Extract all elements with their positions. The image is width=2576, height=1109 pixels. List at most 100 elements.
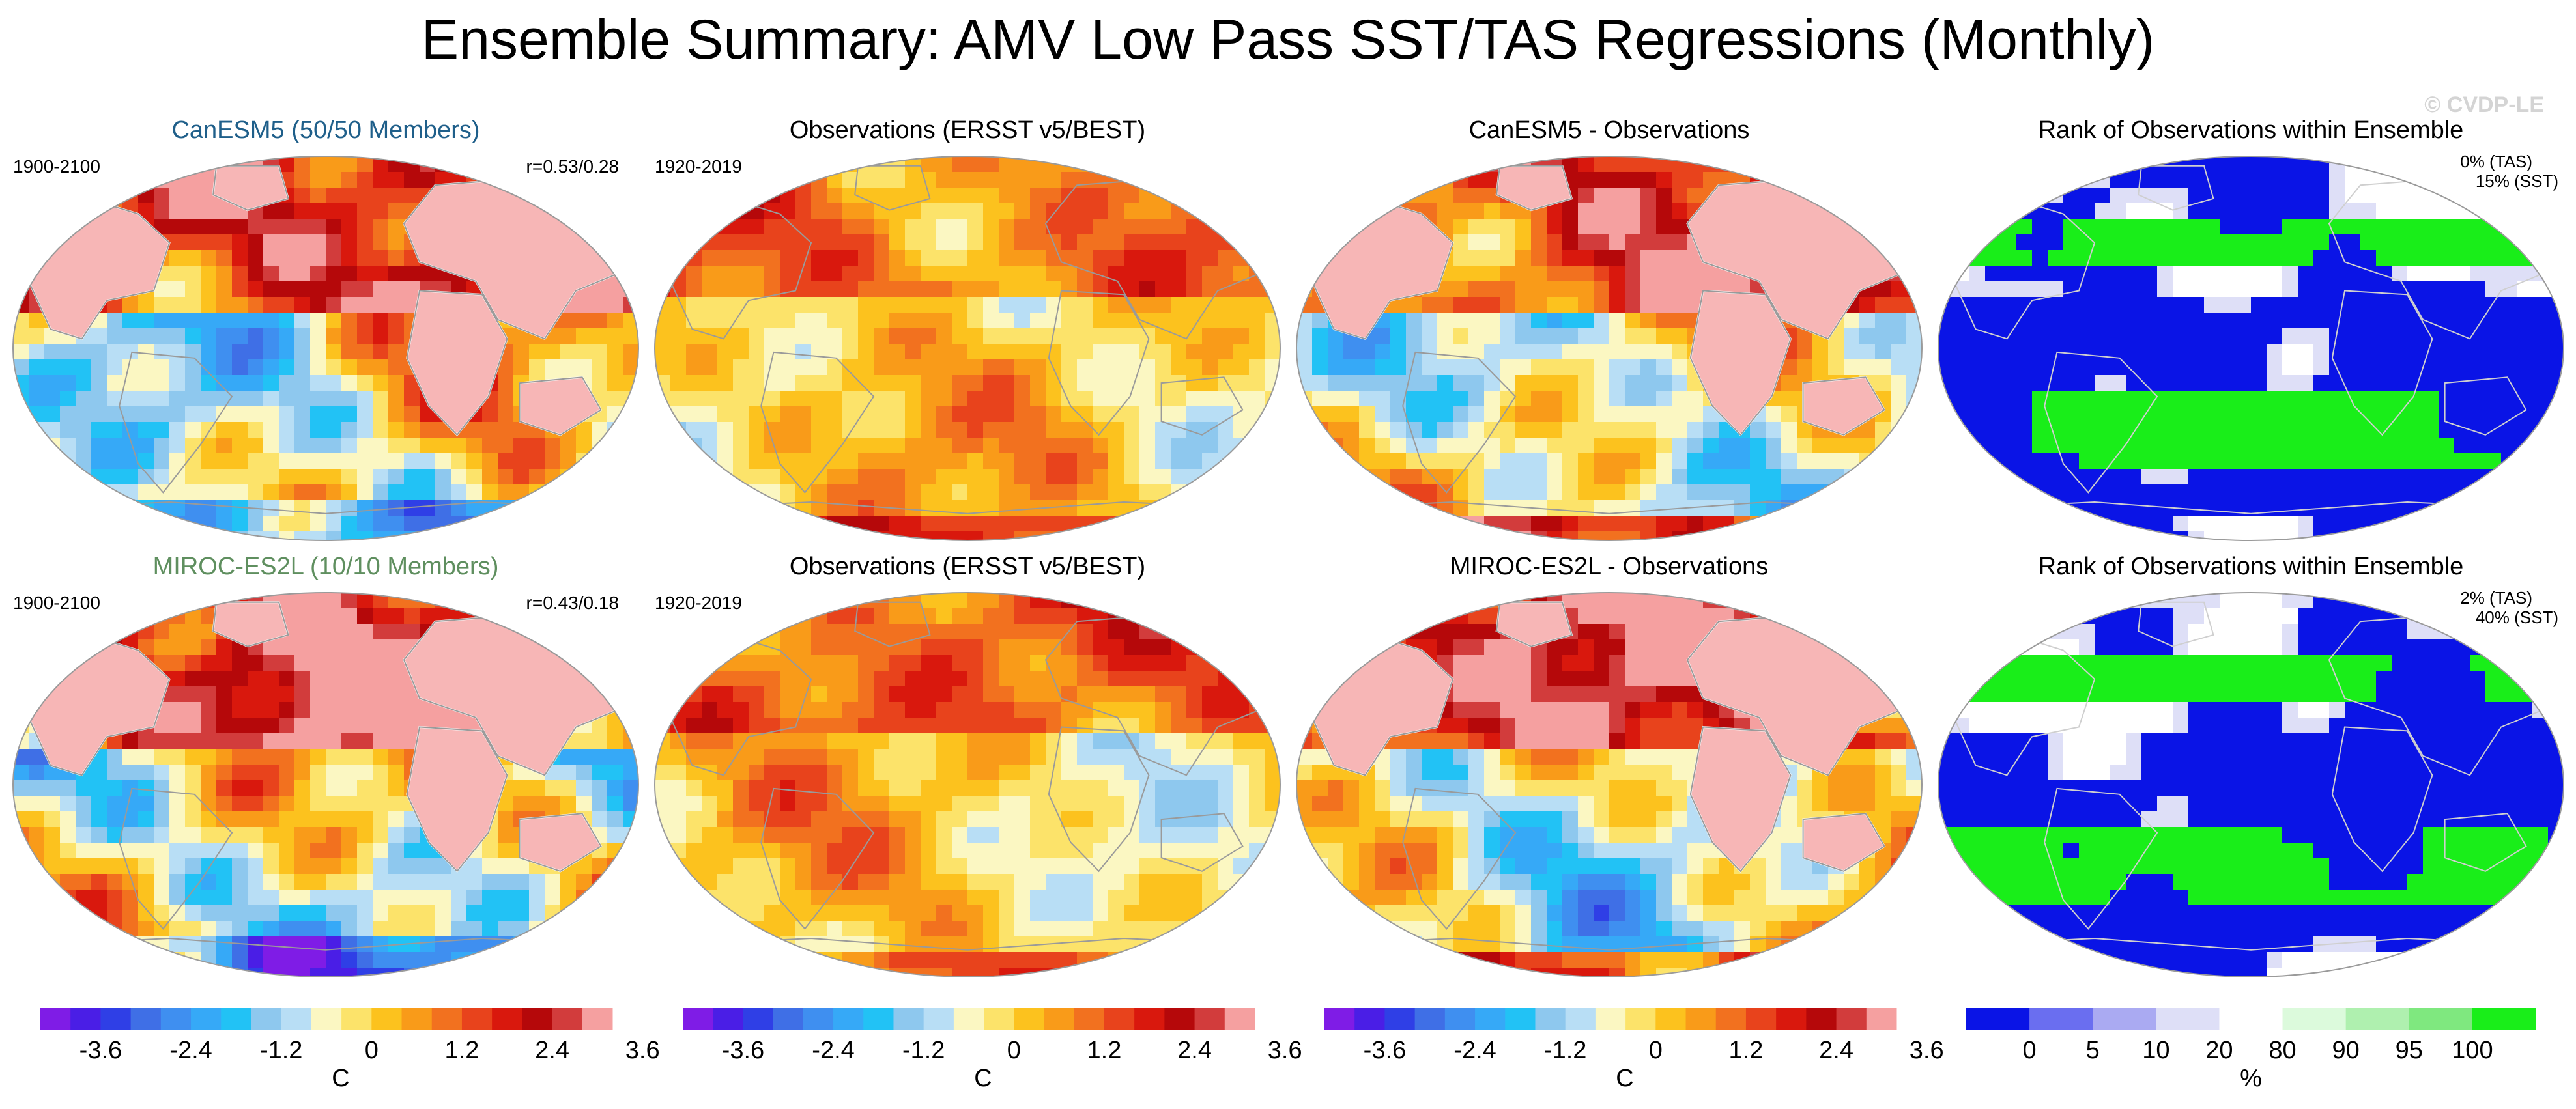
rank-tick-label: 90 — [2332, 1037, 2360, 1064]
coastline-samerica — [2044, 351, 2158, 494]
colorbar-swatch — [833, 1008, 864, 1030]
rank-tick-label: 95 — [2396, 1037, 2423, 1064]
coastline-africa — [1689, 290, 1792, 436]
rank-swatch — [2219, 1008, 2283, 1030]
colorbar-swatch — [1625, 1008, 1656, 1030]
period-label: 1920-2019 — [655, 593, 742, 613]
colorbar-swatch — [1354, 1008, 1385, 1030]
colorbar-swatch — [130, 1008, 162, 1030]
colorbar-swatch — [893, 1008, 924, 1030]
rank-tas-label: 2% (TAS) — [2460, 588, 2532, 608]
coastline-greenland — [212, 601, 289, 647]
map-panel-r2c3: MIROC-ES2L - Observations — [1296, 553, 1923, 977]
colorbar-unit: C — [332, 1065, 349, 1092]
colorbar-swatch — [251, 1008, 282, 1030]
panel-title: MIROC-ES2L - Observations — [1450, 553, 1769, 580]
colorbar-tick-label: -2.4 — [169, 1037, 212, 1064]
figure-title: Ensemble Summary: AMV Low Pass SST/TAS R… — [422, 8, 2155, 71]
colorbar-tick-label: 0 — [1007, 1037, 1021, 1064]
colorbar-swatch — [1475, 1008, 1506, 1030]
globe-outline — [1938, 592, 2564, 977]
map-panel-r1c3: CanESM5 - Observations — [1296, 117, 1923, 541]
coastline-africa — [1048, 726, 1150, 873]
colorbar-swatch — [1866, 1008, 1897, 1030]
coastline-greenland — [854, 601, 931, 647]
coastline-australia — [1160, 376, 1244, 436]
colorbar-tick-label: 3.6 — [1910, 1037, 1944, 1064]
map-panel-r2c1: MIROC-ES2L (10/10 Members) 1900-2100 r=0.4… — [12, 553, 639, 977]
coastline-africa — [1048, 290, 1150, 436]
colorbar-tick-label: -3.6 — [1364, 1037, 1406, 1064]
coastline-australia — [519, 376, 602, 436]
panel-title: Rank of Observations within Ensemble — [2039, 117, 2464, 144]
period-label: 1900-2100 — [13, 593, 100, 613]
rank-swatch — [2156, 1008, 2220, 1030]
period-label: 1900-2100 — [13, 156, 100, 176]
coastline-greenland — [2138, 165, 2214, 211]
globe-outline — [1296, 592, 1923, 977]
coastline-africa — [2331, 290, 2433, 436]
colorbar-swatch — [1595, 1008, 1626, 1030]
rank-sst-label: 40% (SST) — [2476, 608, 2558, 627]
globe-outline — [654, 156, 1281, 541]
colorbar-swatch — [1414, 1008, 1446, 1030]
colorbar-swatch — [371, 1008, 403, 1030]
coastline-samerica — [1402, 351, 1517, 494]
colorbar-swatch — [281, 1008, 312, 1030]
coastline-samerica — [119, 787, 233, 930]
rank-tick-label: 80 — [2268, 1037, 2296, 1064]
colorbar-tick-label: -1.2 — [902, 1037, 945, 1064]
map-panel-r2c2: Observations (ERSST v5/BEST) 1920-2019 — [654, 553, 1281, 977]
colorbar-tick-label: -2.4 — [1453, 1037, 1496, 1064]
coastline-africa — [406, 726, 508, 873]
rank-tick-label: 5 — [2086, 1037, 2100, 1064]
colorbar-swatch — [40, 1008, 71, 1030]
rank-swatch — [2093, 1008, 2156, 1030]
coastline-greenland — [212, 165, 289, 211]
colorbar-swatch — [191, 1008, 222, 1030]
panel-title: MIROC-ES2L (10/10 Members) — [153, 553, 499, 580]
colorbar-tick-label: 1.2 — [1087, 1037, 1122, 1064]
colorbar-swatch — [1655, 1008, 1687, 1030]
correlation-label: r=0.43/0.18 — [526, 593, 619, 613]
colorbar-swatch — [1685, 1008, 1717, 1030]
coastline-australia — [519, 813, 602, 872]
coastline-greenland — [854, 165, 931, 211]
globe-outline — [12, 156, 639, 541]
colorbar-swatch — [1164, 1008, 1195, 1030]
rank-tick-label: 0 — [2023, 1037, 2037, 1064]
coastline-africa — [2331, 726, 2433, 873]
colorbar-swatch — [1194, 1008, 1225, 1030]
globe-map — [13, 156, 638, 540]
colorbar-swatch — [221, 1008, 251, 1030]
colorbar-swatch — [492, 1008, 522, 1030]
colorbar-swatch — [1014, 1008, 1045, 1030]
colorbar-swatch — [1535, 1008, 1566, 1030]
watermark: © CVDP-LE — [2424, 92, 2544, 117]
regression-colorbar-1: -3.6 -2.4 -1.2 0 1.2 2.4 3.6 C — [40, 1008, 660, 1092]
colorbar-tick-label: -3.6 — [79, 1037, 122, 1064]
globe-map — [1938, 156, 2564, 540]
rank-colorbar: 0 5 10 20 80 90 95 100% — [1966, 1008, 2536, 1092]
colorbar-swatch — [582, 1008, 613, 1030]
correlation-label: r=0.53/0.28 — [526, 156, 619, 176]
globe-map — [13, 593, 638, 977]
colorbar-swatch — [341, 1008, 372, 1030]
coastline-australia — [1802, 813, 1885, 872]
colorbar-unit: C — [1616, 1065, 1633, 1092]
regression-colorbar-3: -3.6 -2.4 -1.2 0 1.2 2.4 3.6 C — [1324, 1008, 1944, 1092]
colorbar-swatch — [401, 1008, 433, 1030]
colorbar-swatch — [1806, 1008, 1837, 1030]
coastline-greenland — [1496, 165, 1573, 211]
colorbar-swatch — [160, 1008, 192, 1030]
rank-tick-label: 20 — [2205, 1037, 2233, 1064]
coastline-samerica — [760, 351, 875, 494]
panel-title: Observations (ERSST v5/BEST) — [790, 553, 1145, 580]
globe-outline — [1296, 156, 1923, 541]
rank-sst-label: 15% (SST) — [2476, 171, 2558, 191]
coastline-australia — [2444, 376, 2527, 436]
rank-swatch — [2282, 1008, 2347, 1030]
regression-colorbar-2: -3.6 -2.4 -1.2 0 1.2 2.4 3.6 C — [683, 1008, 1302, 1092]
colorbar-swatch — [431, 1008, 463, 1030]
